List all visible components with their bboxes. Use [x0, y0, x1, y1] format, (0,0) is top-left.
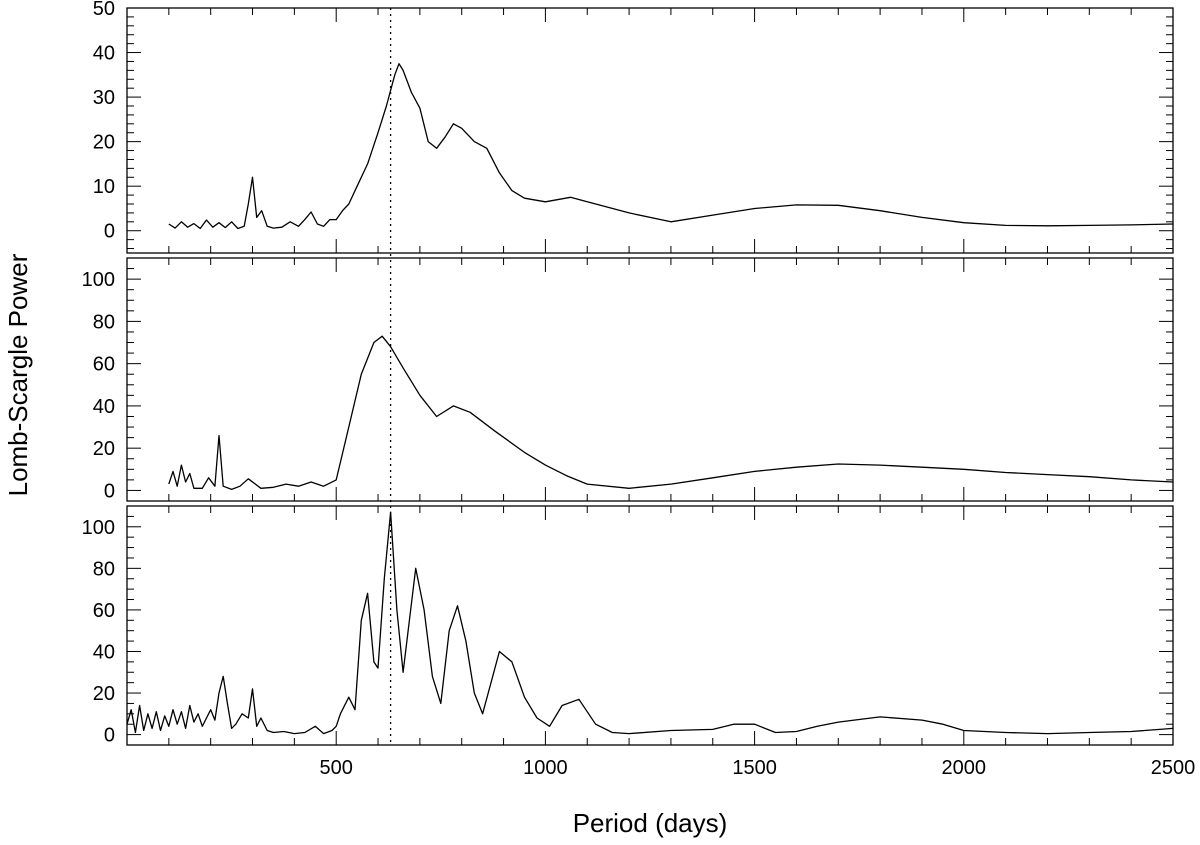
x-axis-title: Period (days): [573, 808, 728, 838]
x-tick-label: 500: [320, 757, 353, 779]
x-tick-label: 2000: [942, 757, 987, 779]
power-series-line: [168, 63, 1174, 230]
y-tick-label: 30: [93, 87, 115, 109]
y-tick-label: 100: [82, 517, 115, 539]
panel-2: 0 20 40 60 80 100: [82, 257, 1174, 502]
x-tick-label: 1000: [523, 757, 568, 779]
y-tick-label: 10: [93, 176, 115, 198]
y-axis-title: Lomb-Scargle Power: [3, 253, 33, 496]
panel-frame: [126, 7, 1174, 254]
y-tick-label: 40: [93, 43, 115, 65]
y-tick-label: 50: [93, 0, 115, 20]
y-tick-label: 60: [93, 354, 115, 376]
panel-3: 0 20 40 60 80 100: [82, 505, 1174, 747]
y-tick-label: 80: [93, 311, 115, 333]
panel-1: 0 10 20 30 40 50: [93, 0, 1174, 254]
panel-frame: [126, 257, 1174, 502]
power-series-line: [126, 511, 1174, 735]
y-tick-label: 100: [82, 269, 115, 291]
y-tick-label: 40: [93, 396, 115, 418]
panel-frame: [126, 505, 1174, 746]
x-tick-label: 2500: [1151, 757, 1196, 779]
y-tick-label: 20: [93, 683, 115, 705]
y-tick-label: 40: [93, 641, 115, 663]
power-series-line: [168, 335, 1174, 491]
y-tick-label: 20: [93, 438, 115, 460]
y-tick-label: 0: [104, 221, 115, 243]
y-tick-label: 0: [104, 480, 115, 502]
x-tick-label: 1500: [732, 757, 777, 779]
y-tick-label: 20: [93, 132, 115, 154]
y-tick-label: 0: [104, 725, 115, 747]
y-tick-label: 80: [93, 558, 115, 580]
y-tick-label: 60: [93, 600, 115, 622]
